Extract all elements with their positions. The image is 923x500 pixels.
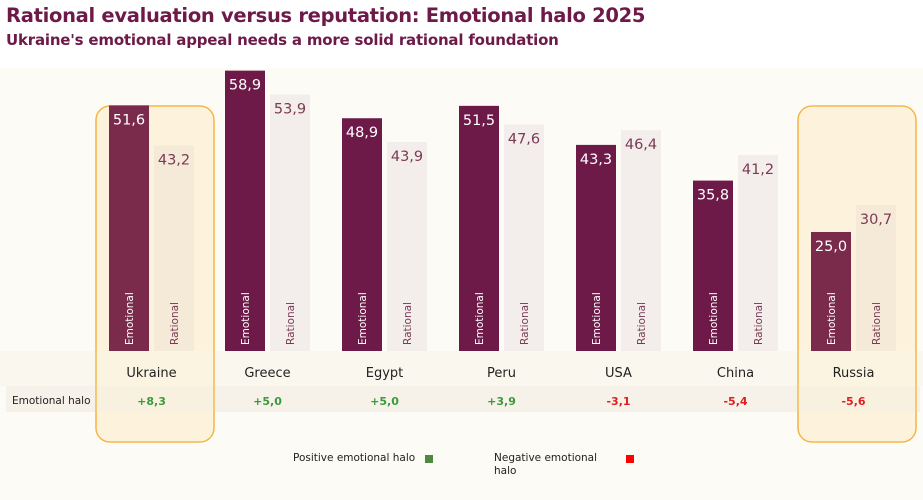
rational-bar [856,204,896,351]
rational-value-label: 47,6 [508,131,540,147]
emotional-value-label: 43,3 [580,152,612,168]
chart-panel: 51,6 43,2 Emotional Rational Ukraine +8,3 58,9… [0,68,923,500]
emotional-bar [576,144,616,351]
halo-value: -3,1 [606,395,630,408]
emotional-bar [693,180,733,351]
halo-value: -5,4 [723,395,747,408]
category-band [0,351,923,386]
emotional-value-label: 51,6 [113,112,145,128]
halo-row-label: Emotional halo [12,395,91,407]
rational-value-label: 41,2 [742,162,774,178]
category-label: China [717,366,754,381]
rational-bar [270,94,310,351]
rational-bar [738,154,778,351]
emotional-value-label: 58,9 [229,78,261,94]
rational-value-label: 46,4 [625,137,657,153]
rational-bar [621,130,661,351]
legend-negative: Negative emotional halo [494,452,606,478]
positive-halo-swatch [425,455,433,463]
rational-bar-text: Rational [519,302,531,345]
legend-positive: Positive emotional halo [293,452,423,465]
rational-bar-text: Rational [871,302,883,345]
halo-row-band [6,386,920,412]
emotional-bar-text: Emotional [474,292,486,345]
emotional-bar-text: Emotional [240,292,252,345]
emotional-bar-text: Emotional [708,292,720,345]
chart-subtitle: Ukraine's emotional appeal needs a more … [6,31,559,49]
rational-bar-text: Rational [169,302,181,345]
rational-bar [504,124,544,351]
halo-value: +5,0 [370,395,399,408]
category-label: USA [605,366,632,381]
rational-value-label: 43,9 [391,149,423,165]
rational-bar-text: Rational [402,302,414,345]
category-label: Peru [487,366,516,381]
rational-bar-text: Rational [285,302,297,345]
emotional-bar [811,232,851,351]
rational-value-label: 43,2 [158,152,190,168]
rational-value-label: 53,9 [274,101,306,117]
emotional-bar-text: Emotional [357,292,369,345]
emotional-bar-text: Emotional [591,292,603,345]
rational-bar-text: Rational [753,302,765,345]
category-label: Egypt [366,366,404,381]
category-label: Ukraine [126,366,176,381]
halo-value: +3,9 [487,395,516,408]
halo-value: -5,6 [841,395,865,408]
halo-value: +8,3 [137,395,166,408]
category-label: Russia [833,366,875,381]
rational-bar [387,142,427,351]
emotional-value-label: 51,5 [463,113,495,129]
chart-title: Rational evaluation versus reputation: E… [6,4,646,27]
emotional-bar [109,105,149,351]
emotional-value-label: 25,0 [815,239,847,255]
legend-positive-label: Positive emotional halo [293,452,416,464]
category-label: Greece [244,366,290,381]
emotional-bar-text: Emotional [826,292,838,345]
rational-bar-text: Rational [636,302,648,345]
emotional-bar [459,105,499,351]
emotional-bar [225,70,265,352]
halo-value: +5,0 [253,395,282,408]
negative-halo-swatch [626,455,634,463]
rational-bar [154,145,194,351]
rational-value-label: 30,7 [860,212,892,228]
emotional-bar [342,118,382,352]
emotional-bar-text: Emotional [124,292,136,345]
emotional-value-label: 48,9 [346,125,378,141]
bar-chart: 51,6 43,2 Emotional Rational Ukraine +8,3 58,9… [0,70,923,443]
legend-negative-label: Negative emotional halo [494,452,598,477]
emotional-value-label: 35,8 [697,188,729,204]
